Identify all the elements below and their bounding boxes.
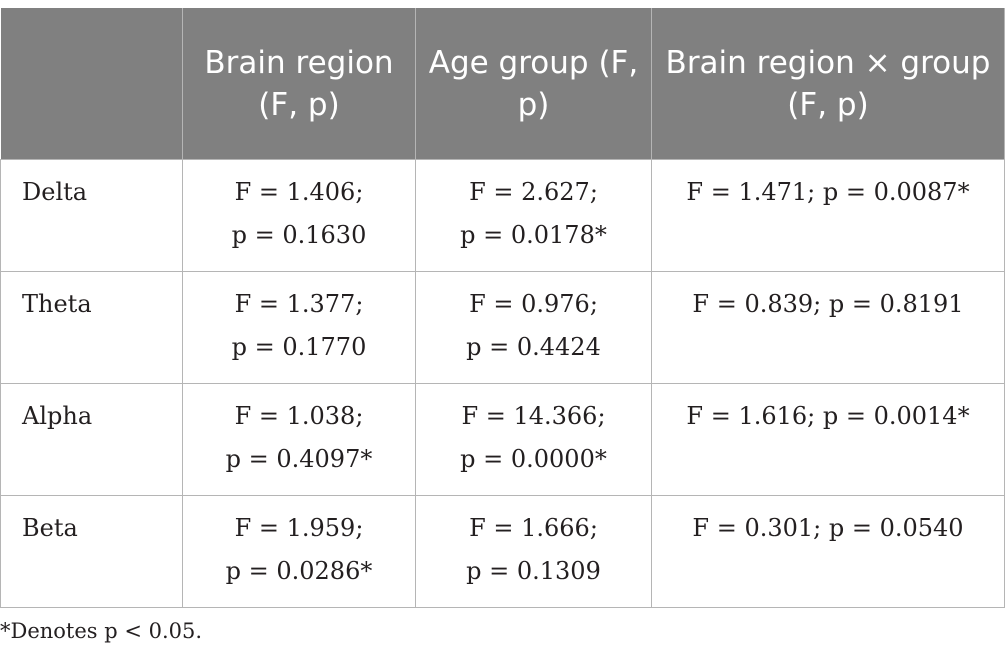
brain-region-cell: F = 1.377; p = 0.1770: [182, 271, 416, 384]
interaction-cell: F = 1.616; p = 0.0014*: [651, 383, 1005, 496]
band-label: Alpha: [0, 383, 183, 496]
table-footnote: *Denotes p < 0.05.: [0, 619, 203, 643]
header-row: Brain region (F, p) Age group (F, p) Bra…: [0, 8, 1005, 160]
age-group-cell: F = 14.366; p = 0.0000*: [415, 383, 652, 496]
table-row: Delta F = 1.406; p = 0.1630 F = 2.627; p =…: [0, 159, 1005, 272]
band-label: Beta: [0, 495, 183, 608]
table-row: Alpha F = 1.038; p = 0.4097* F = 14.366; p…: [0, 383, 1005, 496]
brain-region-cell: F = 1.959; p = 0.0286*: [182, 495, 416, 608]
band-label: Delta: [0, 159, 183, 272]
header-interaction: Brain region × group (F, p): [651, 8, 1005, 160]
brain-region-cell: F = 1.038; p = 0.4097*: [182, 383, 416, 496]
interaction-cell: F = 0.839; p = 0.8191: [651, 271, 1005, 384]
table-row: Theta F = 1.377; p = 0.1770 F = 0.976; p =…: [0, 271, 1005, 384]
age-group-cell: F = 1.666; p = 0.1309: [415, 495, 652, 608]
results-table: Brain region (F, p) Age group (F, p) Bra…: [0, 8, 1005, 608]
header-empty: [0, 8, 183, 160]
table-row: Beta F = 1.959; p = 0.0286* F = 1.666; p =…: [0, 495, 1005, 608]
interaction-cell: F = 1.471; p = 0.0087*: [651, 159, 1005, 272]
age-group-cell: F = 2.627; p = 0.0178*: [415, 159, 652, 272]
age-group-cell: F = 0.976; p = 0.4424: [415, 271, 652, 384]
brain-region-cell: F = 1.406; p = 0.1630: [182, 159, 416, 272]
header-age-group: Age group (F, p): [415, 8, 652, 160]
band-label: Theta: [0, 271, 183, 384]
interaction-cell: F = 0.301; p = 0.0540: [651, 495, 1005, 608]
header-brain-region: Brain region (F, p): [182, 8, 416, 160]
